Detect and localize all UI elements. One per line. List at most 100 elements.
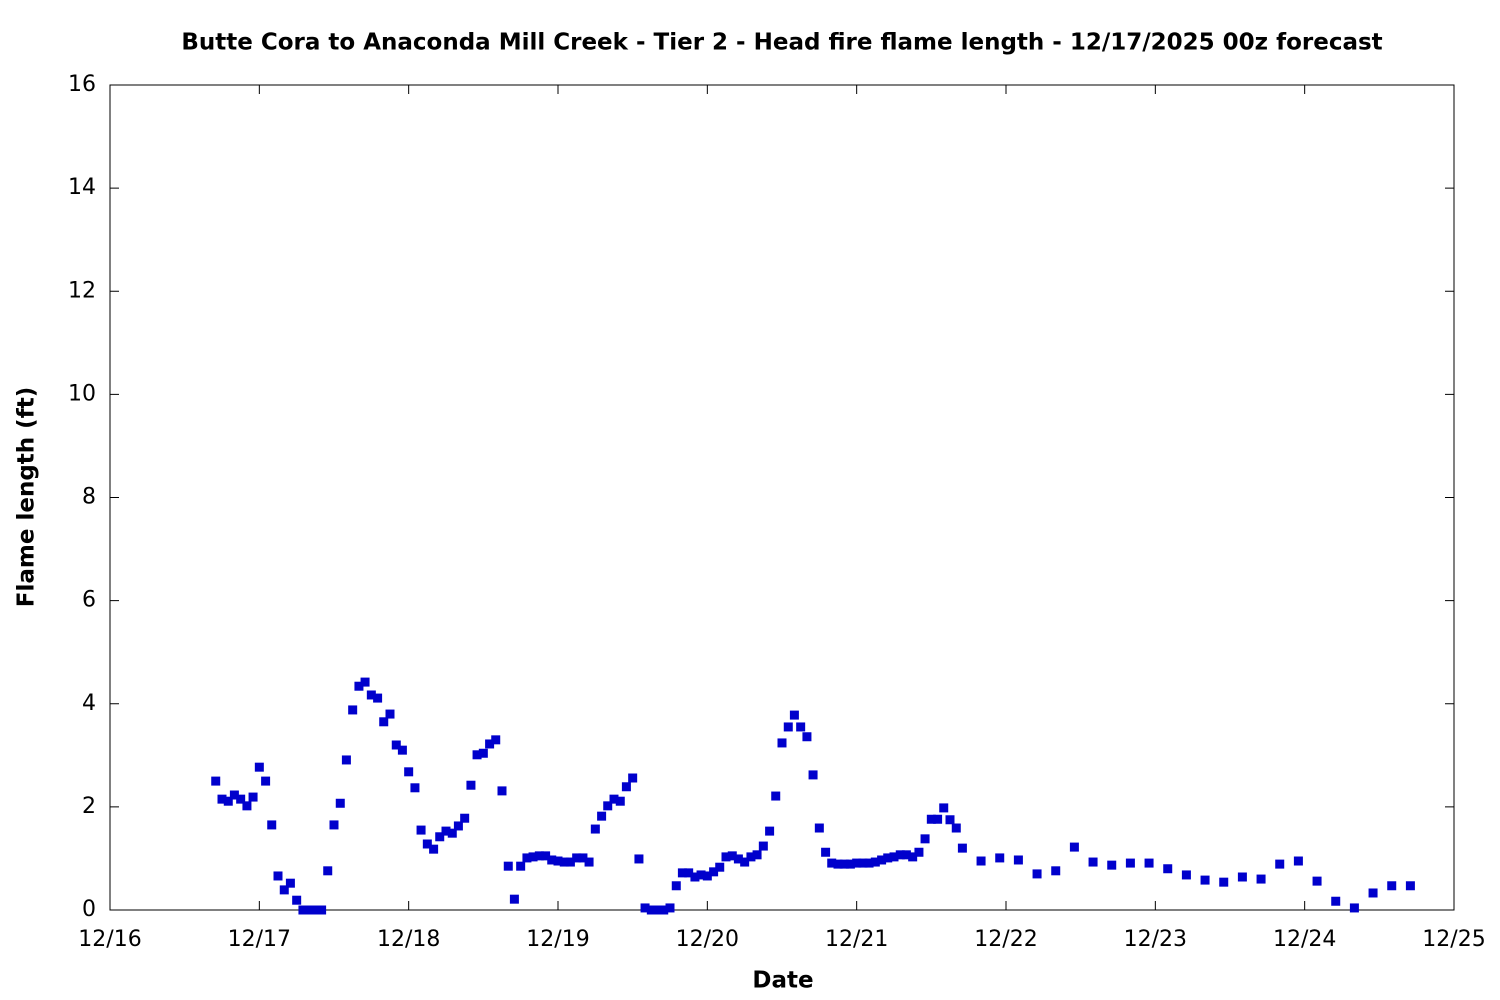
point bbox=[777, 738, 787, 748]
point bbox=[771, 791, 781, 801]
x-tick-label: 12/17 bbox=[228, 927, 291, 952]
point bbox=[478, 748, 488, 758]
point bbox=[435, 832, 445, 842]
point bbox=[839, 859, 849, 869]
point bbox=[310, 905, 320, 915]
point bbox=[366, 690, 376, 700]
y-tick-label: 12 bbox=[68, 278, 96, 303]
chart-title: Butte Cora to Anaconda Mill Creek - Tier… bbox=[181, 30, 1382, 56]
point bbox=[789, 710, 799, 720]
point bbox=[615, 796, 625, 806]
point bbox=[833, 859, 843, 869]
point bbox=[709, 867, 719, 877]
point bbox=[1200, 875, 1210, 885]
point bbox=[920, 834, 930, 844]
plot-border bbox=[109, 84, 1455, 911]
point bbox=[261, 776, 271, 786]
point bbox=[621, 782, 631, 792]
point bbox=[814, 823, 824, 833]
point bbox=[298, 905, 308, 915]
point bbox=[1312, 876, 1322, 886]
point bbox=[341, 755, 351, 765]
point bbox=[684, 868, 694, 878]
point bbox=[285, 878, 295, 888]
point bbox=[870, 857, 880, 867]
point bbox=[584, 857, 594, 867]
point bbox=[491, 735, 501, 745]
point bbox=[895, 850, 905, 860]
point bbox=[553, 856, 563, 866]
point bbox=[335, 798, 345, 808]
point bbox=[696, 870, 706, 880]
point bbox=[1349, 903, 1359, 913]
point bbox=[329, 820, 339, 830]
point bbox=[690, 872, 700, 882]
point bbox=[1107, 860, 1117, 870]
point bbox=[1163, 864, 1173, 874]
point bbox=[385, 709, 395, 719]
point bbox=[1275, 859, 1285, 869]
point bbox=[497, 786, 507, 796]
point bbox=[1256, 874, 1266, 884]
point bbox=[441, 826, 451, 836]
point bbox=[410, 783, 420, 793]
point bbox=[945, 815, 955, 825]
point bbox=[628, 773, 638, 783]
point bbox=[908, 852, 918, 862]
y-tick-label: 4 bbox=[82, 691, 96, 716]
y-tick-label: 6 bbox=[82, 588, 96, 613]
point bbox=[715, 862, 725, 872]
point bbox=[926, 814, 936, 824]
point bbox=[976, 856, 986, 866]
point bbox=[640, 903, 650, 913]
point bbox=[665, 903, 675, 913]
point bbox=[516, 861, 526, 871]
point bbox=[702, 871, 712, 881]
point bbox=[416, 825, 426, 835]
point bbox=[877, 855, 887, 865]
y-tick-label: 8 bbox=[82, 485, 96, 510]
point bbox=[852, 858, 862, 868]
point bbox=[1125, 858, 1135, 868]
point bbox=[802, 732, 812, 742]
point bbox=[746, 852, 756, 862]
point bbox=[279, 885, 289, 895]
point bbox=[783, 722, 793, 732]
point bbox=[758, 841, 768, 851]
point bbox=[1237, 872, 1247, 882]
point bbox=[242, 801, 252, 811]
point bbox=[646, 905, 656, 915]
y-tick-label: 2 bbox=[82, 794, 96, 819]
point bbox=[534, 851, 544, 861]
point bbox=[267, 820, 277, 830]
point bbox=[939, 803, 949, 813]
point bbox=[1293, 856, 1303, 866]
point bbox=[565, 857, 575, 867]
point bbox=[472, 750, 482, 760]
point bbox=[653, 905, 663, 915]
point bbox=[292, 895, 302, 905]
point bbox=[808, 770, 818, 780]
point bbox=[373, 693, 383, 703]
point bbox=[603, 801, 613, 811]
x-tick-label: 12/23 bbox=[1124, 927, 1187, 952]
point bbox=[547, 855, 557, 865]
point bbox=[1013, 855, 1023, 865]
point bbox=[509, 894, 519, 904]
point bbox=[1032, 869, 1042, 879]
point bbox=[578, 853, 588, 863]
point bbox=[1219, 877, 1229, 887]
point bbox=[1405, 881, 1415, 891]
point bbox=[541, 851, 551, 861]
x-tick-label: 12/18 bbox=[377, 927, 440, 952]
y-tick-label: 0 bbox=[82, 897, 96, 922]
point bbox=[528, 852, 538, 862]
point bbox=[429, 844, 439, 854]
point bbox=[391, 740, 401, 750]
point bbox=[460, 813, 470, 823]
point bbox=[572, 853, 582, 863]
point bbox=[211, 776, 221, 786]
point bbox=[765, 826, 775, 836]
point bbox=[752, 850, 762, 860]
